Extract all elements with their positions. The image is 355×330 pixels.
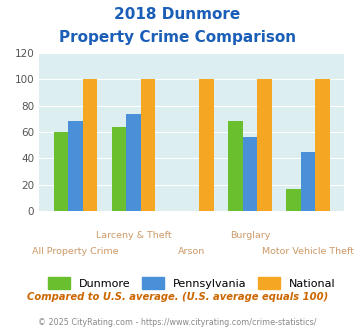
Bar (126, 114, 141, 211)
Text: Compared to U.S. average. (U.S. average equals 100): Compared to U.S. average. (U.S. average … (27, 292, 328, 302)
Text: © 2025 CityRating.com - https://www.cityrating.com/crime-statistics/: © 2025 CityRating.com - https://www.city… (38, 318, 317, 327)
Bar (228, 121, 242, 211)
Text: Motor Vehicle Theft: Motor Vehicle Theft (262, 247, 354, 256)
Bar (286, 189, 301, 211)
Text: Property Crime Comparison: Property Crime Comparison (59, 30, 296, 45)
Legend: Dunmore, Pennsylvania, National: Dunmore, Pennsylvania, National (43, 272, 341, 294)
Text: Arson: Arson (178, 247, 205, 256)
Bar (54, 132, 68, 211)
Bar (112, 127, 126, 211)
Text: All Property Crime: All Property Crime (32, 247, 119, 256)
Bar (141, 79, 155, 211)
Text: Burglary: Burglary (230, 231, 270, 240)
Bar (257, 79, 272, 211)
Bar (199, 79, 213, 211)
Text: 2018 Dunmore: 2018 Dunmore (114, 7, 241, 21)
Bar (83, 79, 97, 211)
Text: Larceny & Theft: Larceny & Theft (96, 231, 171, 240)
Bar (242, 137, 257, 211)
Bar (68, 121, 83, 211)
Bar (315, 79, 330, 211)
Bar (301, 152, 315, 211)
